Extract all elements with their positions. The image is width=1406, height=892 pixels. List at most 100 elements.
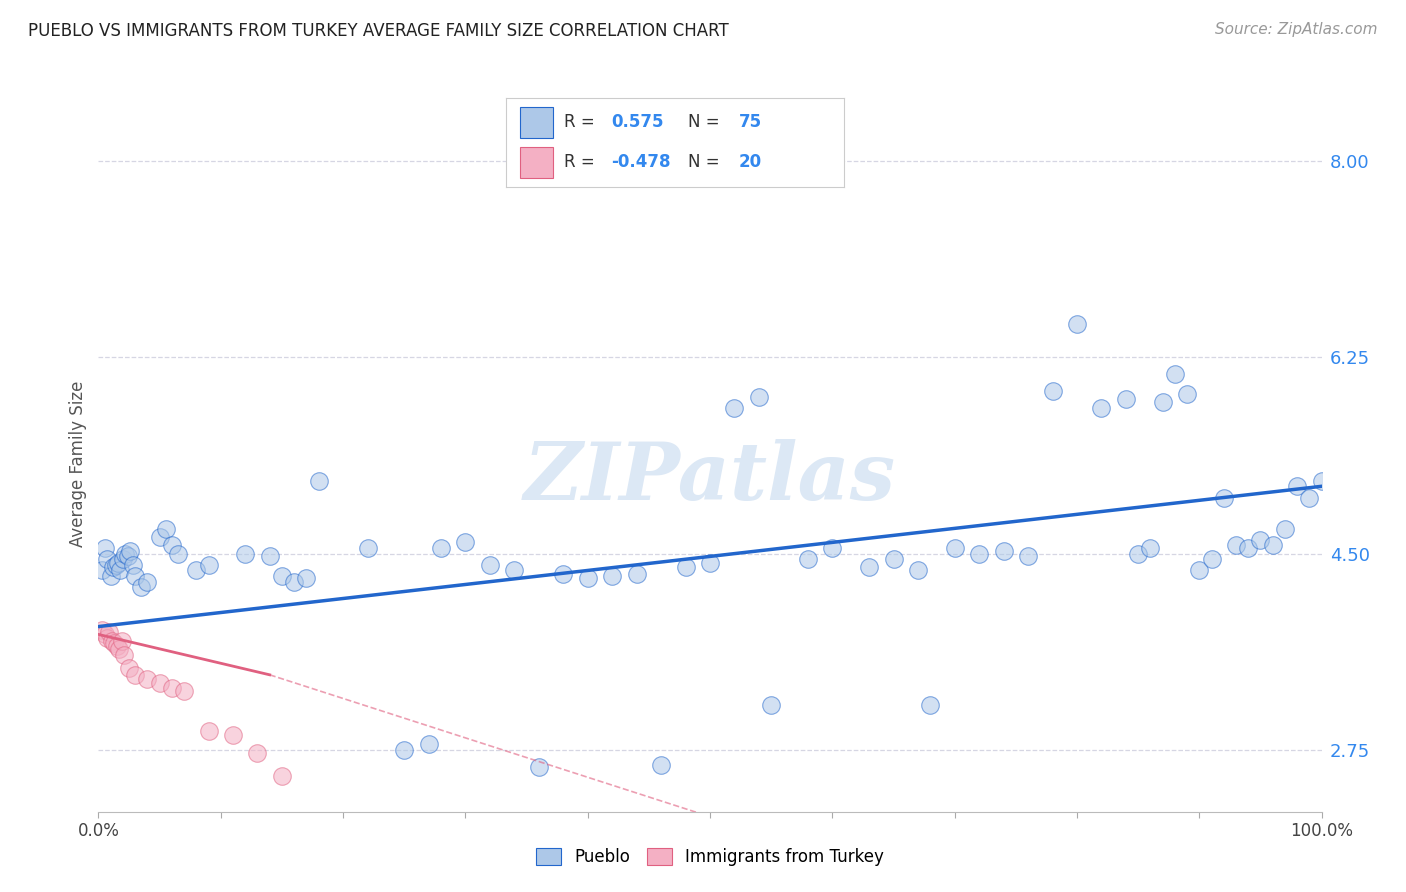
Point xyxy=(108,642,131,657)
Point xyxy=(967,547,990,561)
Point xyxy=(129,580,152,594)
Point xyxy=(120,544,142,558)
Point xyxy=(576,571,599,585)
Point xyxy=(527,760,550,774)
Point xyxy=(626,566,648,581)
Point xyxy=(748,390,770,404)
Point xyxy=(1175,387,1198,401)
Point xyxy=(356,541,378,555)
Point xyxy=(136,574,159,589)
Bar xyxy=(520,107,554,138)
Point xyxy=(503,564,526,578)
Point xyxy=(1139,541,1161,555)
Point xyxy=(1042,384,1064,398)
Point xyxy=(1249,533,1271,548)
Point xyxy=(761,698,783,712)
Point xyxy=(797,552,820,566)
Point xyxy=(1225,538,1247,552)
Point xyxy=(107,556,129,570)
Point xyxy=(1115,392,1137,406)
Text: Source: ZipAtlas.com: Source: ZipAtlas.com xyxy=(1215,22,1378,37)
Text: 20: 20 xyxy=(740,153,762,171)
Point xyxy=(943,541,966,555)
Point xyxy=(167,547,190,561)
Point xyxy=(270,769,294,783)
Point xyxy=(308,474,330,488)
Point xyxy=(197,558,219,572)
Point xyxy=(1286,479,1309,493)
Point xyxy=(117,549,139,563)
Point xyxy=(155,522,177,536)
Y-axis label: Average Family Size: Average Family Size xyxy=(69,381,87,547)
Point xyxy=(246,747,269,761)
Point xyxy=(91,564,114,578)
Point xyxy=(821,541,844,555)
Point xyxy=(430,541,453,555)
Point xyxy=(675,560,697,574)
Point xyxy=(101,560,124,574)
Point xyxy=(233,547,256,561)
Point xyxy=(993,544,1015,558)
Point xyxy=(173,683,195,698)
Point xyxy=(105,639,128,653)
Point xyxy=(100,569,122,583)
Point xyxy=(124,668,146,682)
Point xyxy=(103,636,125,650)
Point xyxy=(149,675,172,690)
Point xyxy=(118,661,141,675)
Point xyxy=(112,648,135,662)
Point xyxy=(124,569,146,583)
Text: ZIPatlas: ZIPatlas xyxy=(524,439,896,516)
Point xyxy=(1017,549,1039,563)
Bar xyxy=(520,147,554,178)
Point xyxy=(93,541,115,555)
Point xyxy=(160,538,183,552)
Point xyxy=(1212,491,1234,505)
Text: -0.478: -0.478 xyxy=(610,153,671,171)
Point xyxy=(96,631,118,645)
Point xyxy=(91,623,114,637)
Point xyxy=(101,634,124,648)
Point xyxy=(1066,317,1088,331)
Point xyxy=(454,535,477,549)
Point xyxy=(270,569,294,583)
Point xyxy=(1201,552,1223,566)
Point xyxy=(650,757,672,772)
Point xyxy=(121,558,143,572)
Point xyxy=(600,569,623,583)
Point xyxy=(160,681,183,696)
Point xyxy=(858,560,880,574)
Point xyxy=(114,547,136,561)
Point xyxy=(295,571,318,585)
Point xyxy=(93,627,115,641)
Point xyxy=(1298,491,1320,505)
Point xyxy=(104,558,127,572)
Point xyxy=(920,698,942,712)
Point xyxy=(259,549,281,563)
Text: 0.575: 0.575 xyxy=(610,113,664,131)
Point xyxy=(553,566,575,581)
Point xyxy=(222,728,245,742)
Point xyxy=(111,552,134,566)
Point xyxy=(1090,401,1112,415)
Point xyxy=(1237,541,1260,555)
Point xyxy=(1188,564,1211,578)
Point xyxy=(98,625,121,640)
Point xyxy=(96,552,118,566)
Point xyxy=(699,556,721,570)
Point xyxy=(149,530,172,544)
Point xyxy=(1128,547,1150,561)
Point xyxy=(110,564,132,578)
Text: 75: 75 xyxy=(740,113,762,131)
Point xyxy=(111,634,134,648)
Point xyxy=(883,552,905,566)
Point xyxy=(1310,474,1333,488)
Legend: Pueblo, Immigrants from Turkey: Pueblo, Immigrants from Turkey xyxy=(529,841,891,873)
Text: R =: R = xyxy=(564,153,599,171)
Point xyxy=(136,673,159,687)
Point xyxy=(392,743,416,757)
Text: R =: R = xyxy=(564,113,599,131)
Text: N =: N = xyxy=(689,113,725,131)
Point xyxy=(1152,395,1174,409)
Text: N =: N = xyxy=(689,153,725,171)
